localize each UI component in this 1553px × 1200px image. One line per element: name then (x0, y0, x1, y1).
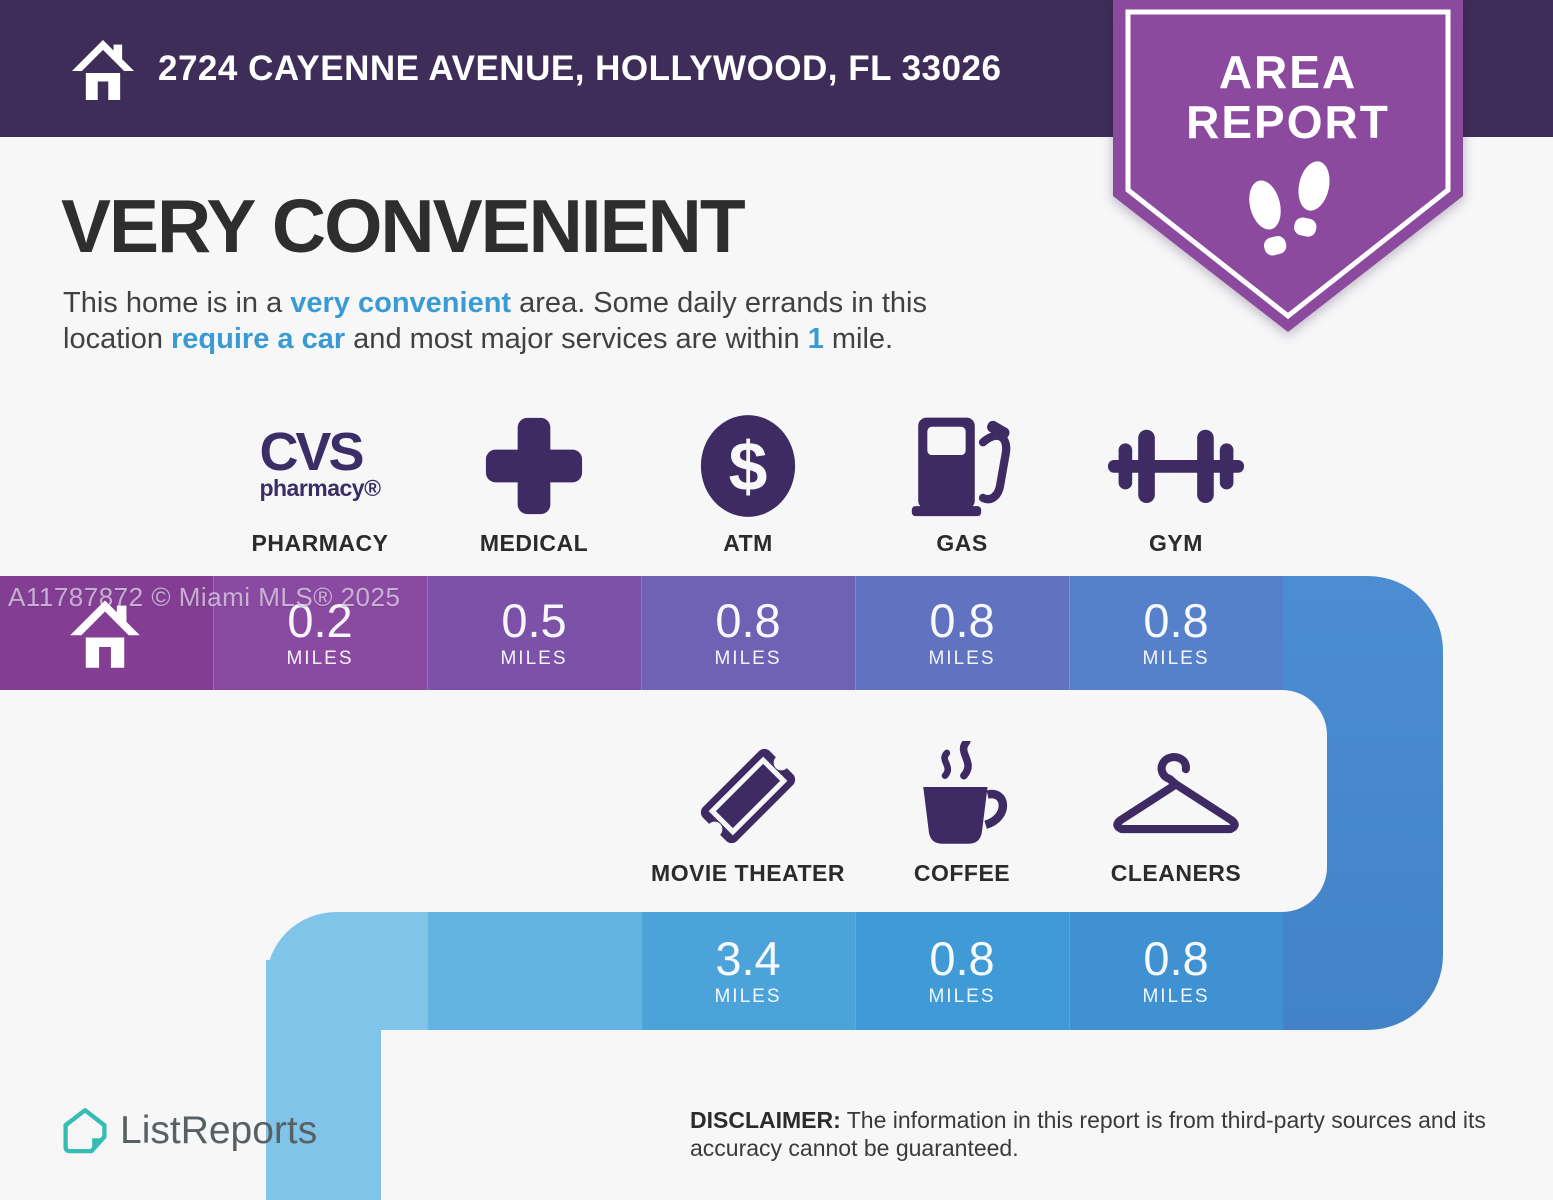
category-gym: GYM (1069, 412, 1283, 557)
category-label: CLEANERS (1110, 860, 1242, 886)
svg-text:$: $ (729, 428, 768, 506)
ribbon-segment-blank (427, 912, 641, 1030)
hanger-icon (1113, 753, 1239, 834)
category-cleaners: CLEANERS (1069, 742, 1283, 887)
page-title: VERY CONVENIENT (61, 184, 746, 268)
disclaimer-line2: accuracy cannot be guaranteed. (690, 1135, 1019, 1161)
category-label: MEDICAL (479, 530, 589, 556)
category-label: PHARMACY (251, 530, 389, 556)
medical-cross-icon (485, 417, 583, 515)
distance-value: 3.4 (715, 931, 781, 985)
property-address: 2724 CAYENNE AVENUE, HOLLYWOOD, FL 33026 (158, 48, 1002, 88)
category-medical: MEDICAL (427, 412, 641, 557)
coffee-cup-icon (923, 741, 1008, 844)
distance-value: 0.2 (287, 593, 353, 647)
ribbon-inner-notch-left (381, 1030, 701, 1200)
ribbon-segment-atm: 0.8 MILES (641, 576, 855, 690)
ribbon-segment-pharmacy: 0.2 MILES (213, 576, 427, 690)
ribbon-segment-gas: 0.8 MILES (855, 576, 1069, 690)
category-label: COFFEE (913, 860, 1011, 886)
ribbon-segment-medical: 0.5 MILES (427, 576, 641, 690)
category-label: GYM (1149, 530, 1203, 556)
ribbon-segment-movie-theater: 3.4 MILES (641, 912, 855, 1030)
gas-pump-icon (911, 417, 1011, 517)
footprints-icon (1249, 161, 1330, 256)
listreports-brand: ListReports (62, 1106, 317, 1156)
dumbbell-icon (1108, 429, 1244, 504)
category-pharmacy: CVS pharmacy® PHARMACY (213, 412, 427, 557)
distance-value: 0.8 (1143, 931, 1209, 985)
distance-unit: MILES (928, 985, 996, 1007)
category-label: ATM (723, 530, 773, 556)
category-gas: GAS (855, 412, 1069, 557)
description-line1: This home is in a very convenient area. … (63, 287, 927, 319)
category-label: GAS (936, 530, 988, 556)
category-coffee: COFFEE (855, 741, 1069, 887)
distance-value: 0.8 (929, 931, 995, 985)
category-label: MOVIE THEATER (651, 860, 845, 886)
distance-unit: MILES (714, 647, 782, 669)
distance-unit: MILES (928, 647, 996, 669)
distance-value: 0.8 (929, 593, 995, 647)
ribbon-inner-notch-right (0, 690, 1327, 912)
badge-title-line1: AREA (1219, 46, 1357, 98)
distance-value: 0.8 (1143, 593, 1209, 647)
page-description: This home is in a very convenient area. … (63, 285, 1123, 357)
ribbon-segment-gym: 0.8 MILES (1069, 576, 1283, 690)
distance-unit: MILES (714, 985, 782, 1007)
mls-watermark: A11787872 © Miami MLS® 2025 (8, 582, 401, 612)
distance-value: 0.5 (501, 593, 567, 647)
cvs-pharmacy-logo: CVS pharmacy® (259, 421, 381, 502)
distance-unit: MILES (500, 647, 568, 669)
ribbon-left-column (266, 960, 381, 1200)
category-movie-theater: MOVIE THEATER (641, 742, 855, 887)
description-line2: location require a car and most major se… (63, 323, 894, 355)
disclaimer-line1: DISCLAIMER: The information in this repo… (690, 1107, 1486, 1133)
ribbon-segment-cleaners: 0.8 MILES (1069, 912, 1283, 1030)
category-atm: $ ATM (641, 412, 855, 557)
area-report-badge: AREA REPORT (1113, 0, 1463, 332)
home-icon (70, 600, 140, 668)
movie-ticket-icon (700, 748, 796, 844)
distance-unit: MILES (286, 647, 354, 669)
distance-value: 0.8 (715, 593, 781, 647)
disclaimer: DISCLAIMER: The information in this repo… (690, 1106, 1520, 1162)
distance-unit: MILES (1142, 985, 1210, 1007)
ribbon-segment-home (0, 576, 213, 690)
distance-unit: MILES (1142, 647, 1210, 669)
listreports-logo-icon (63, 1108, 107, 1154)
badge-title-line2: REPORT (1186, 96, 1390, 148)
listreports-brand-name: ListReports (120, 1109, 318, 1152)
dollar-sign-icon: $ (700, 415, 796, 517)
ribbon-segment-coffee: 0.8 MILES (855, 912, 1069, 1030)
home-icon (71, 39, 135, 101)
